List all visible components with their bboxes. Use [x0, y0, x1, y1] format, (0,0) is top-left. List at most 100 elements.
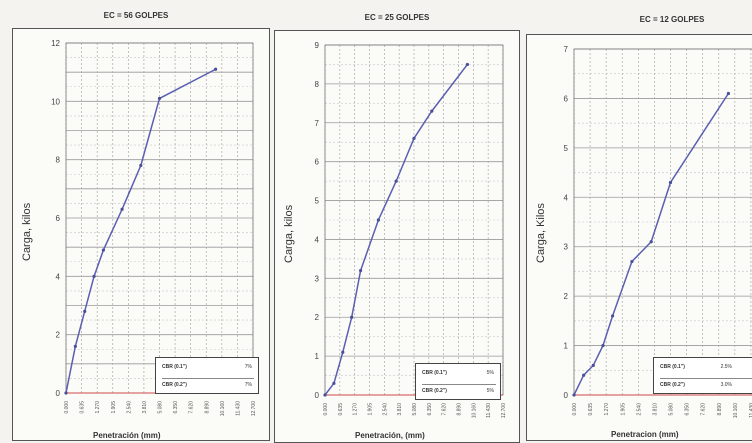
- x-tick-label: 0.000: [323, 403, 329, 416]
- y-tick-label: 1: [315, 352, 320, 361]
- x-tick-label: 10.160: [471, 403, 477, 419]
- y-tick-label: 3: [315, 274, 320, 283]
- x-tick-label: 7.620: [442, 403, 448, 416]
- y-tick-label: 0: [315, 391, 320, 400]
- x-tick-label: 7.620: [189, 401, 195, 414]
- y-tick-label: 0: [564, 391, 569, 400]
- series-line: [573, 93, 730, 396]
- x-tick-label: 6.350: [685, 403, 691, 416]
- legend-label: CBR (0.1"): [162, 364, 187, 370]
- x-tick-label: 10.160: [733, 403, 739, 419]
- x-tick-label: 8.890: [204, 401, 210, 414]
- x-tick-label: 12.700: [251, 401, 257, 417]
- x-tick-label: 2.540: [636, 403, 642, 416]
- data-point: [214, 67, 218, 71]
- x-tick-label: 7.620: [701, 403, 707, 416]
- data-point: [376, 218, 380, 222]
- plot-svg-0: 0.000 0.635 1.270 1.905 2.540 3.810 5.080 6.350…: [51, 39, 257, 417]
- legend-value: 7%: [244, 382, 252, 388]
- data-point: [359, 268, 363, 273]
- y-tick-label: 6: [315, 158, 320, 167]
- x-tick-label: 0.635: [80, 401, 86, 414]
- y-tick-label: 10: [51, 97, 60, 106]
- chart-panel: Carga, Kilos 0.000 0.635 1.270 1.905 2.540 3.…: [526, 34, 752, 441]
- legend: CBR (0.1") 7% CBR (0.2") 7%: [155, 357, 259, 394]
- data-point: [465, 62, 469, 67]
- y-tick-label: 3: [564, 243, 569, 252]
- x-tick-label: 1.270: [604, 403, 610, 416]
- plot-svg-2: 0.000 0.635 1.270 1.905 2.540 3.810 5.080 6.350…: [564, 45, 752, 419]
- chart-ec-56: EC = 56 GOLPES Carga, kilos 0.000 0.635 1.…: [0, 0, 272, 441]
- x-tick-label: 11.430: [235, 401, 241, 416]
- chart-panel: Carga, kilos 0.000 0.635 1.270 1.905 2.540 3.…: [12, 28, 270, 441]
- y-tick-label: 4: [564, 193, 569, 202]
- y-tick-label: 7: [315, 119, 320, 128]
- x-tick-label: 3.810: [142, 401, 148, 414]
- data-point: [341, 350, 345, 354]
- x-tick-label: 2.540: [382, 403, 388, 416]
- x-tick-label: 1.905: [111, 401, 117, 414]
- y-tick-label: 9: [315, 41, 320, 50]
- data-point: [332, 381, 336, 385]
- x-tick-label: 5.080: [669, 403, 675, 416]
- y-tick-label: 2: [315, 313, 320, 322]
- y-tick-label: 7: [564, 45, 569, 54]
- x-tick-label: 1.270: [353, 403, 359, 416]
- x-tick-label: 6.350: [427, 403, 433, 416]
- data-point: [668, 180, 673, 185]
- data-point: [350, 315, 354, 319]
- chart-title: EC = 56 GOLPES: [103, 11, 169, 20]
- legend-value: 3.0%: [720, 382, 732, 388]
- chart-ec-25: EC = 25 GOLPES Carga, kilos 0.000 0.635 1.…: [272, 0, 522, 443]
- data-point: [649, 240, 653, 244]
- plot-svg-1: 0.000 0.635 1.270 1.905 2.540 3.810 5.080 6.350…: [315, 41, 507, 419]
- x-axis-title: Penetracion (mm): [611, 430, 679, 439]
- y-tick-label: 6: [564, 94, 569, 103]
- y-tick-label: 4: [315, 235, 320, 244]
- legend-value: 2.5%: [720, 364, 732, 370]
- chart-title: EC = 25 GOLPES: [364, 13, 430, 22]
- legend-row-2: CBR (0.2") 5%: [422, 384, 496, 394]
- legend-row-1: CBR (0.1") 5%: [422, 370, 496, 376]
- x-tick-label: 0.000: [64, 401, 70, 414]
- data-point: [92, 274, 96, 278]
- data-point: [611, 314, 615, 318]
- data-point: [394, 179, 398, 183]
- legend-row-1: CBR (0.1") 7%: [162, 364, 254, 370]
- chart-panel: Carga, kilos 0.000 0.635 1.270 1.905 2.540 3.…: [274, 30, 520, 443]
- x-tick-label: 0.000: [572, 403, 578, 416]
- legend-value: 5%: [486, 388, 494, 394]
- y-tick-label: 8: [56, 156, 61, 165]
- x-tick-label: 0.635: [588, 403, 594, 416]
- legend: CBR (0.1") 5% CBR (0.2") 5%: [415, 363, 501, 400]
- data-point: [157, 96, 162, 101]
- data-point: [120, 207, 124, 211]
- legend-label: CBR (0.2"): [660, 382, 685, 388]
- x-tick-label: 3.810: [652, 403, 658, 416]
- legend-label: CBR (0.1"): [422, 370, 447, 376]
- legend-value: 5%: [486, 370, 494, 376]
- x-tick-label: 10.160: [220, 401, 226, 417]
- chart-ec-12: EC = 12 GOLPES Carga, Kilos 0.000 0.635 1.…: [522, 0, 752, 441]
- series-line: [65, 68, 216, 394]
- x-tick-label: 5.080: [412, 403, 418, 416]
- data-point: [591, 363, 595, 367]
- x-tick-label: 0.635: [338, 403, 344, 416]
- y-tick-label: 12: [51, 39, 60, 48]
- data-point: [64, 391, 68, 395]
- chart-title: EC = 12 GOLPES: [639, 15, 705, 24]
- data-point: [83, 309, 87, 313]
- x-tick-label: 11.430: [486, 403, 492, 418]
- data-point: [101, 248, 105, 252]
- data-point: [139, 163, 143, 168]
- x-axis-title: Penetración (mm): [93, 431, 161, 440]
- legend-row-2: CBR (0.2") 7%: [162, 378, 254, 388]
- y-tick-label: 5: [564, 144, 569, 153]
- legend: CBR (0.1") 2.5% CBR (0.2") 3.0%: [653, 357, 752, 394]
- legend-row-1: CBR (0.1") 2.5%: [660, 364, 752, 370]
- x-tick-label: 1.270: [95, 401, 101, 414]
- y-tick-label: 1: [564, 342, 569, 351]
- data-point: [726, 91, 730, 96]
- legend-label: CBR (0.2"): [162, 382, 187, 388]
- data-point: [73, 344, 77, 348]
